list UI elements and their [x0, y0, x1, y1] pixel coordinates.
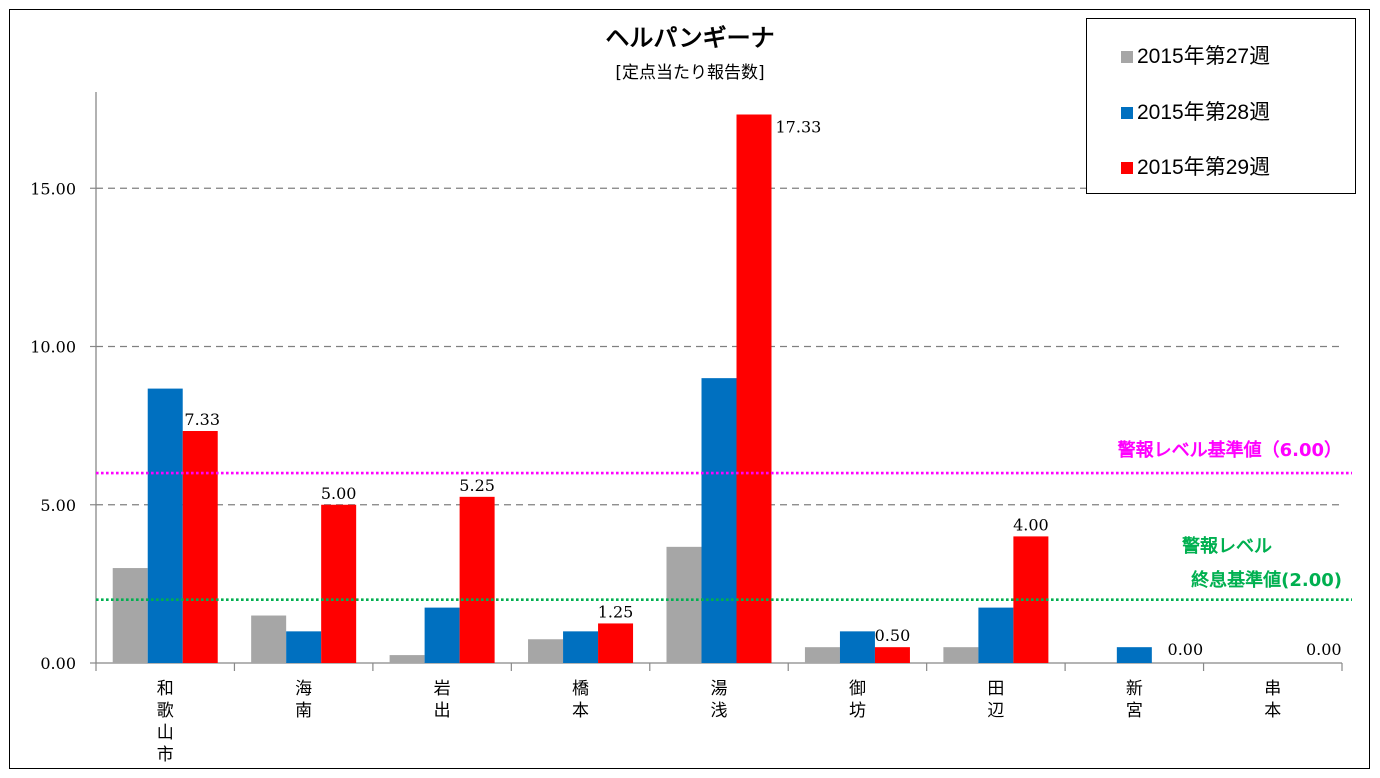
category-label-2-1: 出 [434, 701, 451, 721]
legend-swatch-week29 [1121, 162, 1133, 174]
bar-27-0 [112, 568, 148, 663]
end-level-label-line1: 警報レベル [1182, 536, 1272, 557]
legend-item-week28: 2015年第28週 [1121, 98, 1270, 128]
category-label-0-2: 山 [157, 723, 174, 743]
category-label-1-0: 海 [295, 679, 312, 699]
category-label-5-1: 坊 [849, 701, 866, 721]
warning-level-label: 警報レベル基準値（6.00） [1117, 440, 1342, 461]
bar-29-0 [182, 431, 218, 663]
data-label-2: 5.25 [459, 476, 495, 495]
chart-title: ヘルパンギーナ [605, 24, 775, 52]
bar-27-4 [666, 546, 702, 663]
bar-28-0 [147, 388, 183, 663]
category-label-4-0: 湯 [711, 679, 728, 699]
legend-label-week27: 2015年第27週 [1137, 45, 1271, 68]
bar-27-2 [389, 655, 425, 663]
bar-28-4 [701, 378, 737, 663]
category-label-3-1: 本 [572, 701, 589, 721]
legend-swatch-week28 [1121, 107, 1133, 119]
bar-27-5 [804, 647, 840, 663]
bar-27-3 [528, 639, 564, 663]
category-label-2-0: 岩 [434, 679, 451, 699]
bar-27-6 [943, 647, 979, 663]
category-label-8-1: 本 [1264, 701, 1281, 721]
bar-29-1 [321, 504, 357, 663]
data-label-5: 0.50 [875, 626, 911, 645]
category-label-0-1: 歌 [157, 701, 174, 721]
legend-item-week29: 2015年第29週 [1121, 153, 1270, 183]
y-tick-label-0: 0.00 [40, 654, 76, 673]
category-label-6-0: 田 [987, 679, 1004, 699]
bar-28-1 [286, 631, 322, 663]
y-tick-label-2: 10.00 [30, 338, 76, 357]
data-label-0: 7.33 [184, 410, 220, 429]
category-label-6-1: 辺 [987, 701, 1004, 721]
bar-28-2 [424, 607, 460, 663]
category-label-1-1: 南 [295, 701, 312, 721]
category-label-3-0: 橋 [572, 679, 589, 699]
y-tick-label-1: 5.00 [40, 496, 76, 515]
data-label-8: 0.00 [1306, 640, 1342, 659]
data-label-1: 5.00 [321, 484, 357, 503]
bar-29-5 [874, 647, 910, 663]
category-label-7-0: 新 [1126, 679, 1143, 699]
bar-29-2 [459, 496, 495, 663]
bar-27-1 [251, 615, 287, 663]
data-label-7: 0.00 [1168, 640, 1204, 659]
bar-29-3 [598, 623, 634, 663]
category-label-8-0: 串 [1264, 679, 1281, 699]
legend-item-week27: 2015年第27週 [1121, 42, 1270, 72]
category-label-7-1: 宮 [1126, 701, 1143, 721]
bar-28-7 [1116, 647, 1152, 663]
bar-28-5 [839, 631, 875, 663]
chart-subtitle: [定点当たり報告数] [615, 63, 765, 83]
legend-swatch-week27 [1121, 51, 1133, 63]
data-label-6: 4.00 [1013, 515, 1049, 534]
y-tick-label-3: 15.00 [30, 179, 76, 198]
category-label-0-3: 市 [157, 745, 174, 765]
category-label-0-0: 和 [157, 679, 174, 699]
category-label-4-1: 浅 [711, 701, 728, 721]
chart-frame [9, 9, 1370, 769]
bar-28-6 [978, 607, 1014, 663]
legend: 2015年第27週 2015年第28週 2015年第29週 [1086, 18, 1356, 194]
end-level-label-line2: 終息基準値(2.00) [1191, 570, 1342, 591]
category-label-5-0: 御 [849, 679, 866, 699]
legend-label-week28: 2015年第28週 [1137, 101, 1271, 124]
bar-28-3 [563, 631, 599, 663]
legend-label-week29: 2015年第29週 [1137, 156, 1271, 179]
data-label-3: 1.25 [598, 602, 634, 621]
bar-29-4 [736, 114, 772, 664]
data-label-4: 17.33 [776, 118, 822, 137]
